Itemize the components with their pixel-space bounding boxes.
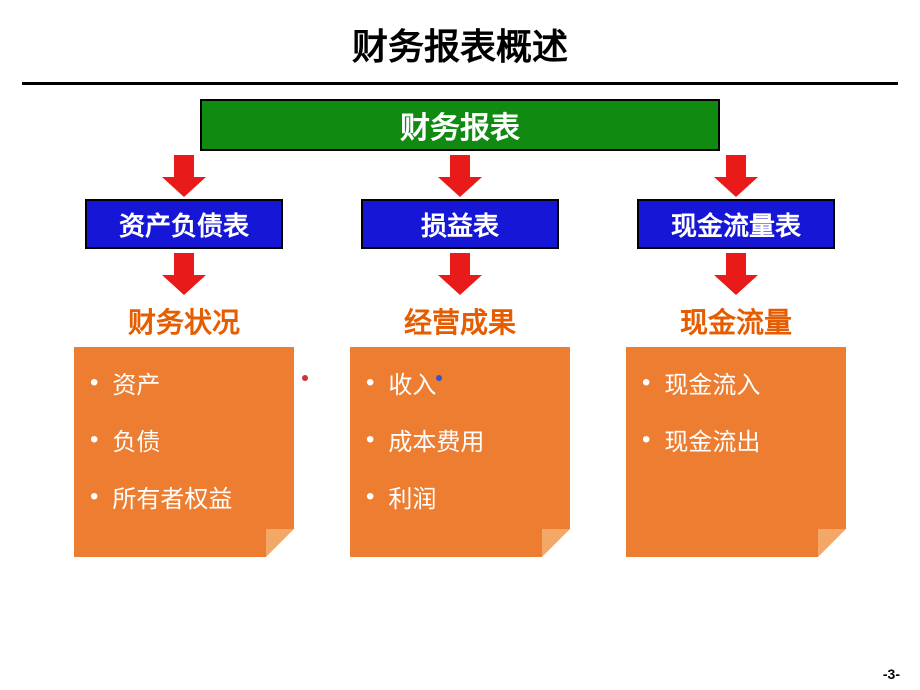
list-item: 现金流入: [642, 365, 834, 400]
list-item: 现金流出: [642, 422, 834, 457]
slide-title: 财务报表概述: [0, 0, 920, 82]
level2-label: 现金流量表: [671, 206, 801, 243]
arrow-icon: [438, 253, 482, 295]
detail-card-1: 收入 成本费用 利润: [350, 347, 570, 557]
level2-label: 损益表: [421, 206, 499, 243]
list-item-text: 负债: [112, 422, 160, 457]
decorative-dot: [302, 375, 308, 381]
list-item: 所有者权益: [90, 479, 282, 514]
subtitle-2: 现金流量: [680, 301, 792, 341]
list-item: 资产: [90, 365, 282, 400]
root-node: 财务报表: [200, 99, 720, 151]
detail-card-2: 现金流入 现金流出: [626, 347, 846, 557]
subtitle-1: 经营成果: [404, 301, 516, 341]
column-2: 现金流量表 现金流量 现金流入 现金流出: [626, 151, 846, 557]
page-number: -3-: [883, 666, 900, 682]
list-item-text: 所有者权益: [112, 479, 232, 514]
list-item-text: 收入: [388, 365, 436, 400]
title-underline: [22, 82, 898, 85]
list-item: 负债: [90, 422, 282, 457]
root-node-label: 财务报表: [400, 103, 520, 147]
level2-label: 资产负债表: [119, 206, 249, 243]
arrow-icon: [714, 155, 758, 197]
arrow-icon: [162, 253, 206, 295]
list-item: 利润: [366, 479, 558, 514]
list-item-text: 现金流入: [664, 365, 760, 400]
detail-list: 现金流入 现金流出: [642, 365, 834, 457]
detail-card-0: 资产 负债 所有者权益: [74, 347, 294, 557]
list-item-text: 资产: [112, 365, 160, 400]
list-item: 收入: [366, 365, 558, 400]
decorative-dot: [436, 375, 442, 381]
arrow-icon: [714, 253, 758, 295]
level2-box-2: 现金流量表: [637, 199, 835, 249]
detail-list: 收入 成本费用 利润: [366, 365, 558, 514]
subtitle-0: 财务状况: [128, 301, 240, 341]
arrow-icon: [162, 155, 206, 197]
list-item-text: 成本费用: [388, 422, 484, 457]
column-1: 损益表 经营成果 收入 成本费用 利润: [350, 151, 570, 557]
level2-box-1: 损益表: [361, 199, 559, 249]
list-item-text: 利润: [388, 479, 436, 514]
list-item-text: 现金流出: [664, 422, 760, 457]
list-item: 成本费用: [366, 422, 558, 457]
detail-list: 资产 负债 所有者权益: [90, 365, 282, 514]
level2-box-0: 资产负债表: [85, 199, 283, 249]
arrow-icon: [438, 155, 482, 197]
columns-row: 资产负债表 财务状况 资产 负债 所有者权益 损益表 经营成果 收入 成本费用 …: [0, 151, 920, 557]
column-0: 资产负债表 财务状况 资产 负债 所有者权益: [74, 151, 294, 557]
